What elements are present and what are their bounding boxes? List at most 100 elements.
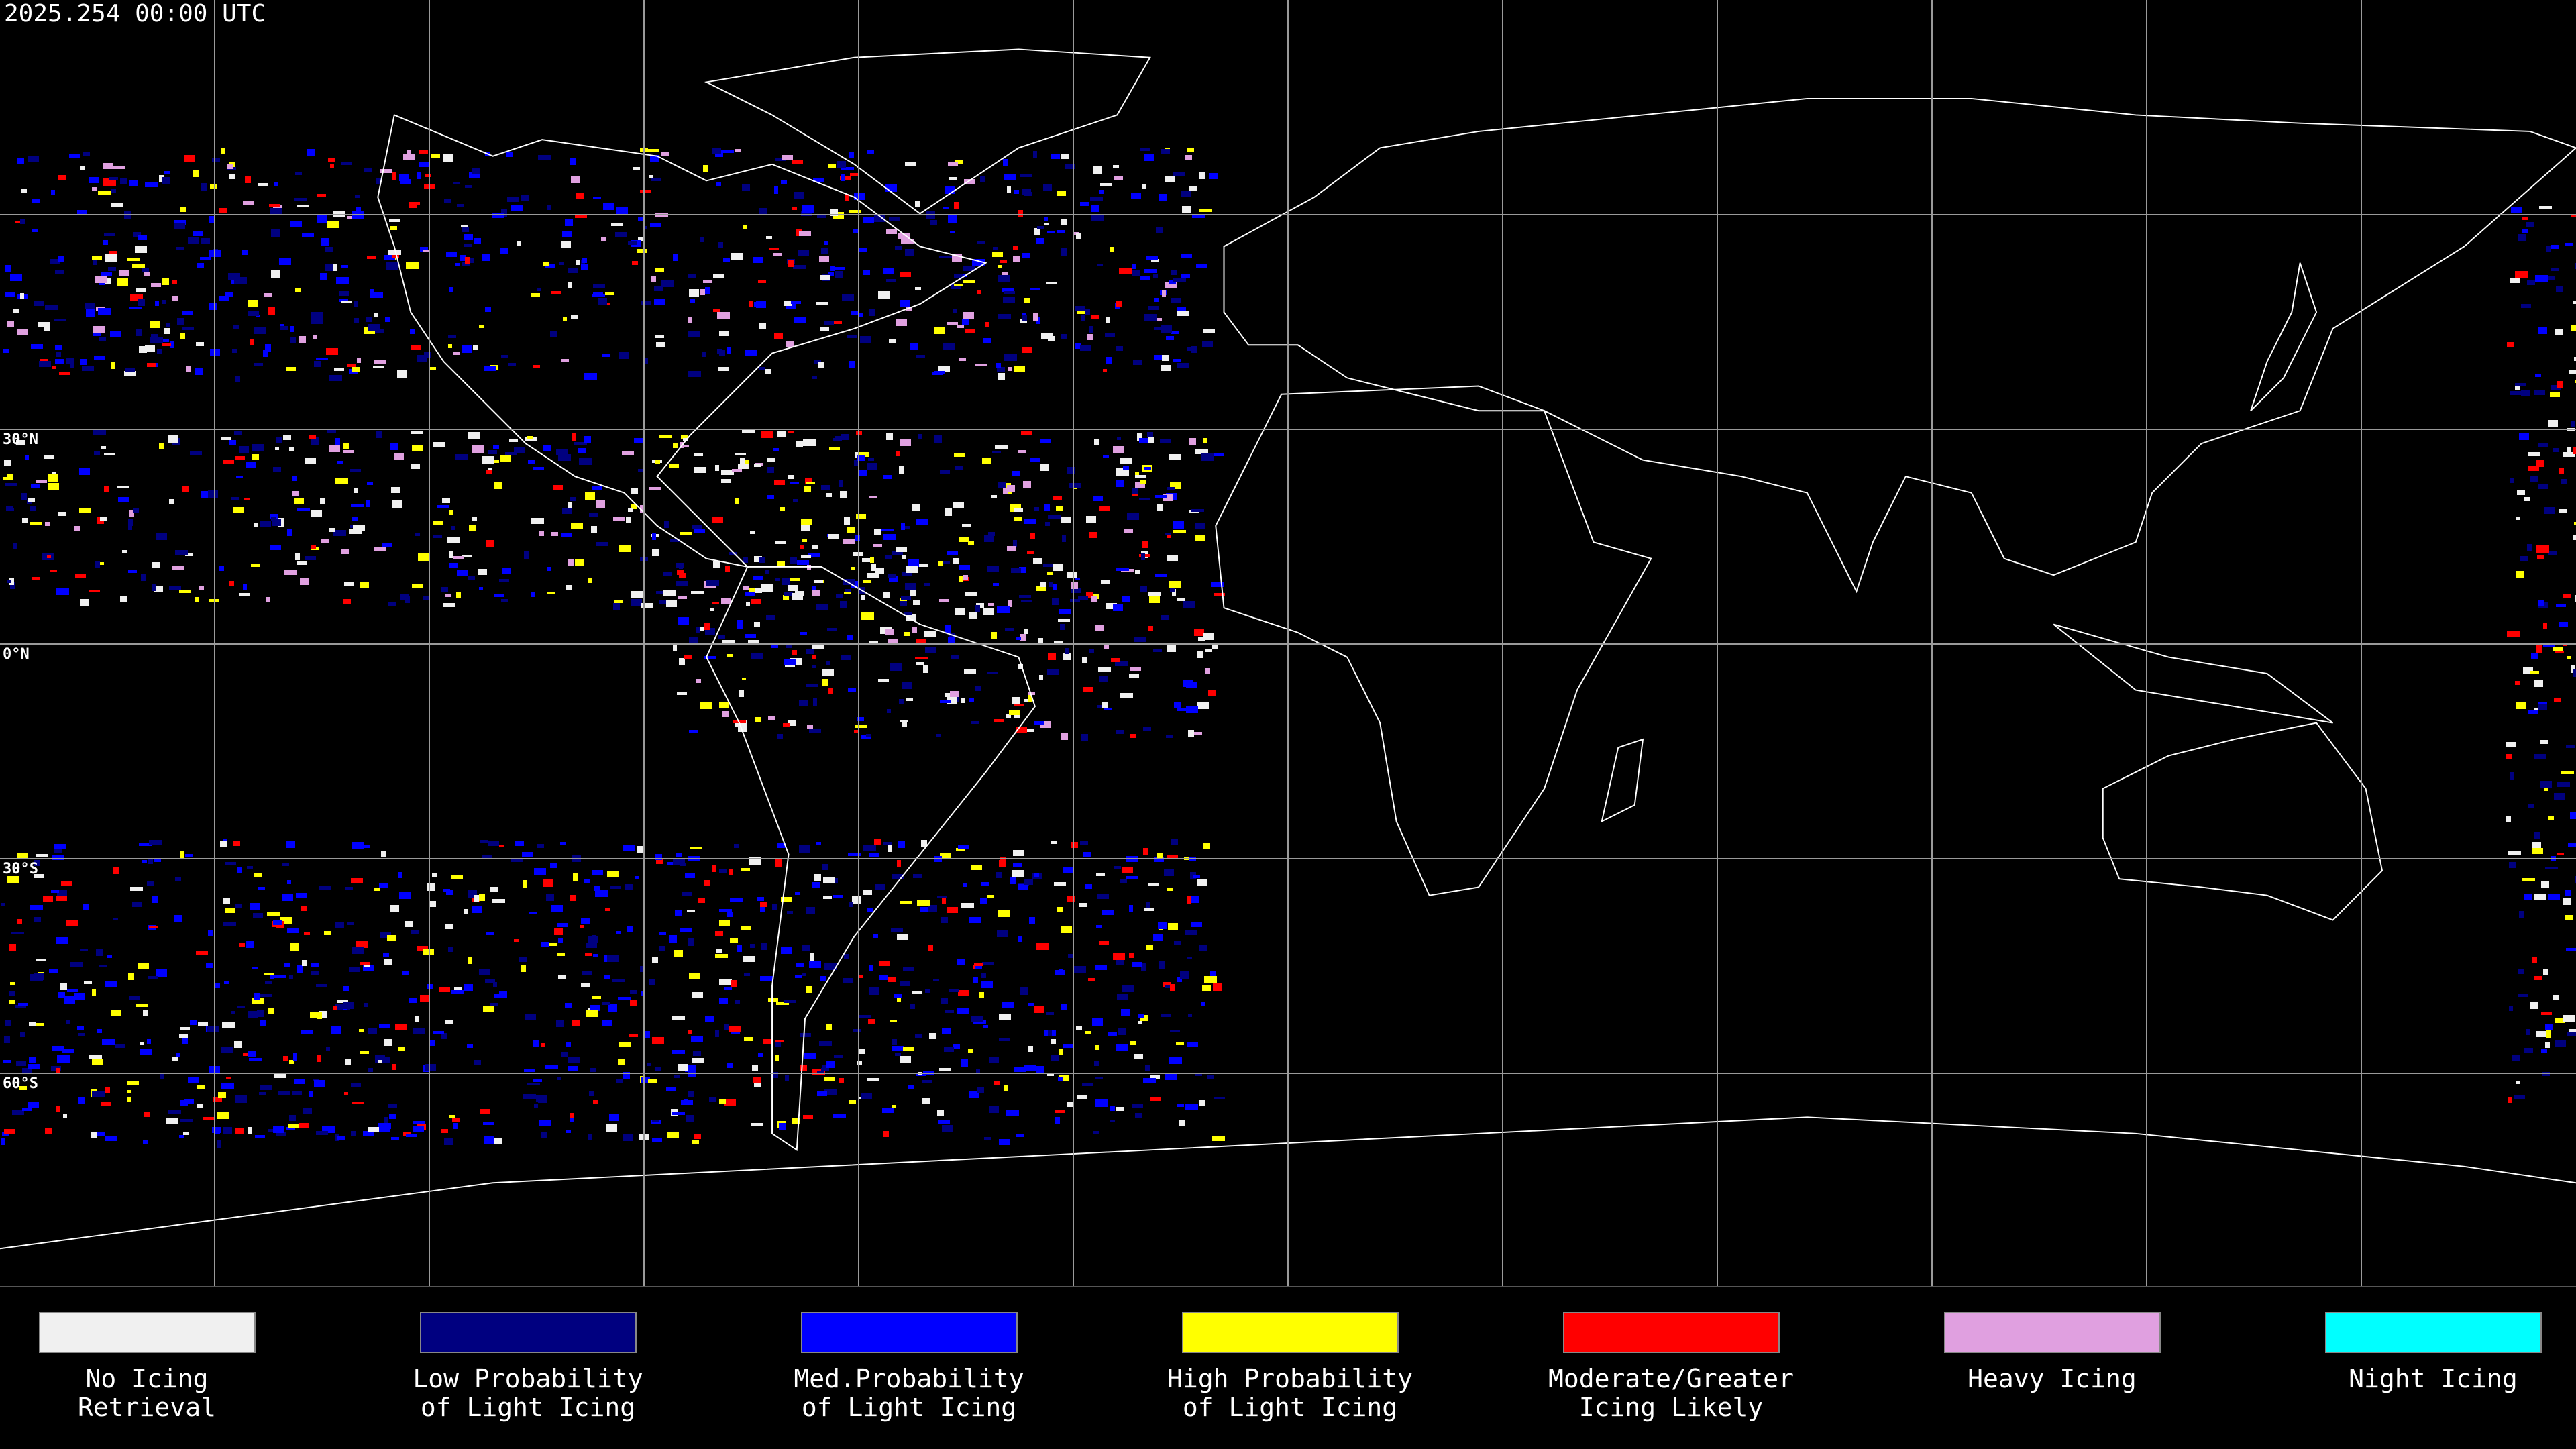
icing-pixel: [870, 557, 874, 563]
icing-pixel: [1154, 355, 1167, 360]
icing-pixel: [1090, 197, 1103, 201]
icing-pixel: [626, 517, 631, 523]
icing-pixel: [99, 337, 106, 341]
icing-pixel: [389, 1114, 396, 1119]
icing-pixel: [584, 879, 590, 883]
icing-pixel: [389, 219, 400, 222]
icing-pixel: [235, 1128, 244, 1134]
icing-pixel: [602, 1020, 612, 1026]
icing-pixel: [174, 223, 185, 229]
icing-pixel: [1040, 721, 1051, 728]
icing-pixel: [1063, 653, 1071, 660]
icing-pixel: [534, 868, 546, 875]
icing-pixel: [1097, 894, 1109, 899]
icing-pixel: [80, 359, 87, 365]
icing-pixel: [275, 447, 279, 450]
icing-pixel: [1167, 888, 1173, 891]
icing-pixel: [997, 606, 1010, 613]
icing-pixel: [612, 979, 625, 982]
icing-pixel: [676, 853, 682, 857]
icing-pixel: [947, 907, 958, 913]
icing-pixel: [292, 1091, 302, 1095]
icing-pixel: [168, 1110, 181, 1114]
icing-pixel: [644, 1031, 650, 1038]
icing-pixel: [886, 229, 897, 234]
icing-pixel: [969, 612, 977, 619]
icing-pixel: [183, 1132, 189, 1135]
icing-pixel: [857, 455, 865, 461]
icing-pixel: [1181, 254, 1192, 258]
icing-pixel: [229, 581, 234, 586]
icing-pixel: [2519, 433, 2529, 440]
icing-pixel: [311, 963, 319, 967]
icing-pixel: [74, 526, 80, 531]
icing-pixel: [1179, 1120, 1185, 1126]
icing-pixel: [1144, 908, 1154, 911]
icing-pixel: [688, 1091, 694, 1097]
icing-pixel: [681, 445, 689, 447]
icing-pixel: [1198, 637, 1205, 641]
icing-pixel: [5, 292, 15, 297]
icing-pixel: [12, 1110, 24, 1115]
icing-pixel: [537, 844, 544, 848]
icing-pixel: [759, 323, 766, 329]
icing-pixel: [269, 204, 280, 207]
icing-pixel: [328, 158, 335, 162]
icing-pixel: [1099, 190, 1104, 194]
icing-pixel: [816, 842, 821, 845]
icing-pixel: [1122, 867, 1133, 873]
icing-pixel: [252, 444, 264, 451]
icing-pixel: [777, 561, 785, 567]
icing-pixel: [649, 979, 655, 985]
icing-pixel: [2548, 420, 2558, 427]
icing-pixel: [760, 902, 767, 907]
icing-pixel: [855, 535, 860, 541]
icing-pixel: [1143, 727, 1151, 731]
icing-pixel: [333, 530, 346, 536]
icing-pixel: [299, 336, 306, 343]
icing-pixel: [305, 458, 316, 464]
icing-pixel: [447, 537, 460, 543]
icing-pixel: [1181, 274, 1190, 278]
icing-pixel: [169, 499, 174, 504]
icing-pixel: [125, 368, 135, 372]
icing-pixel: [2574, 522, 2576, 525]
icing-pixel: [851, 311, 858, 315]
icing-pixel: [578, 448, 586, 453]
icing-pixel: [717, 312, 730, 319]
icing-pixel: [980, 898, 987, 904]
icing-pixel: [592, 294, 605, 297]
icing-pixel: [959, 358, 966, 361]
icing-pixel: [920, 907, 932, 912]
icing-pixel: [2512, 1055, 2520, 1061]
icing-pixel: [575, 215, 587, 218]
icing-pixel: [523, 1094, 536, 1099]
icing-pixel: [1116, 1044, 1128, 1051]
icing-pixel: [260, 1020, 266, 1026]
icing-pixel: [427, 883, 435, 891]
icing-pixel: [1134, 637, 1146, 642]
icing-pixel: [1071, 588, 1081, 593]
icing-pixel: [1047, 572, 1053, 575]
icing-pixel: [31, 484, 40, 488]
icing-pixel: [924, 631, 936, 637]
icing-pixel: [147, 881, 154, 885]
icing-pixel: [963, 312, 974, 319]
icing-pixel: [812, 645, 824, 649]
icing-pixel: [507, 197, 519, 202]
icing-pixel: [1171, 331, 1179, 334]
icing-pixel: [1067, 467, 1075, 474]
icing-pixel: [56, 896, 67, 901]
icing-pixel: [941, 917, 948, 923]
icing-pixel: [715, 465, 719, 471]
icing-pixel: [149, 926, 158, 928]
icing-pixel: [16, 440, 25, 445]
icing-pixel: [353, 525, 365, 531]
icing-pixel: [606, 1124, 617, 1132]
icing-pixel: [740, 458, 745, 466]
icing-pixel: [596, 542, 608, 546]
icing-pixel: [984, 1137, 991, 1140]
icing-pixel: [92, 989, 96, 996]
icing-pixel: [1097, 264, 1103, 266]
icing-pixel: [696, 679, 701, 683]
